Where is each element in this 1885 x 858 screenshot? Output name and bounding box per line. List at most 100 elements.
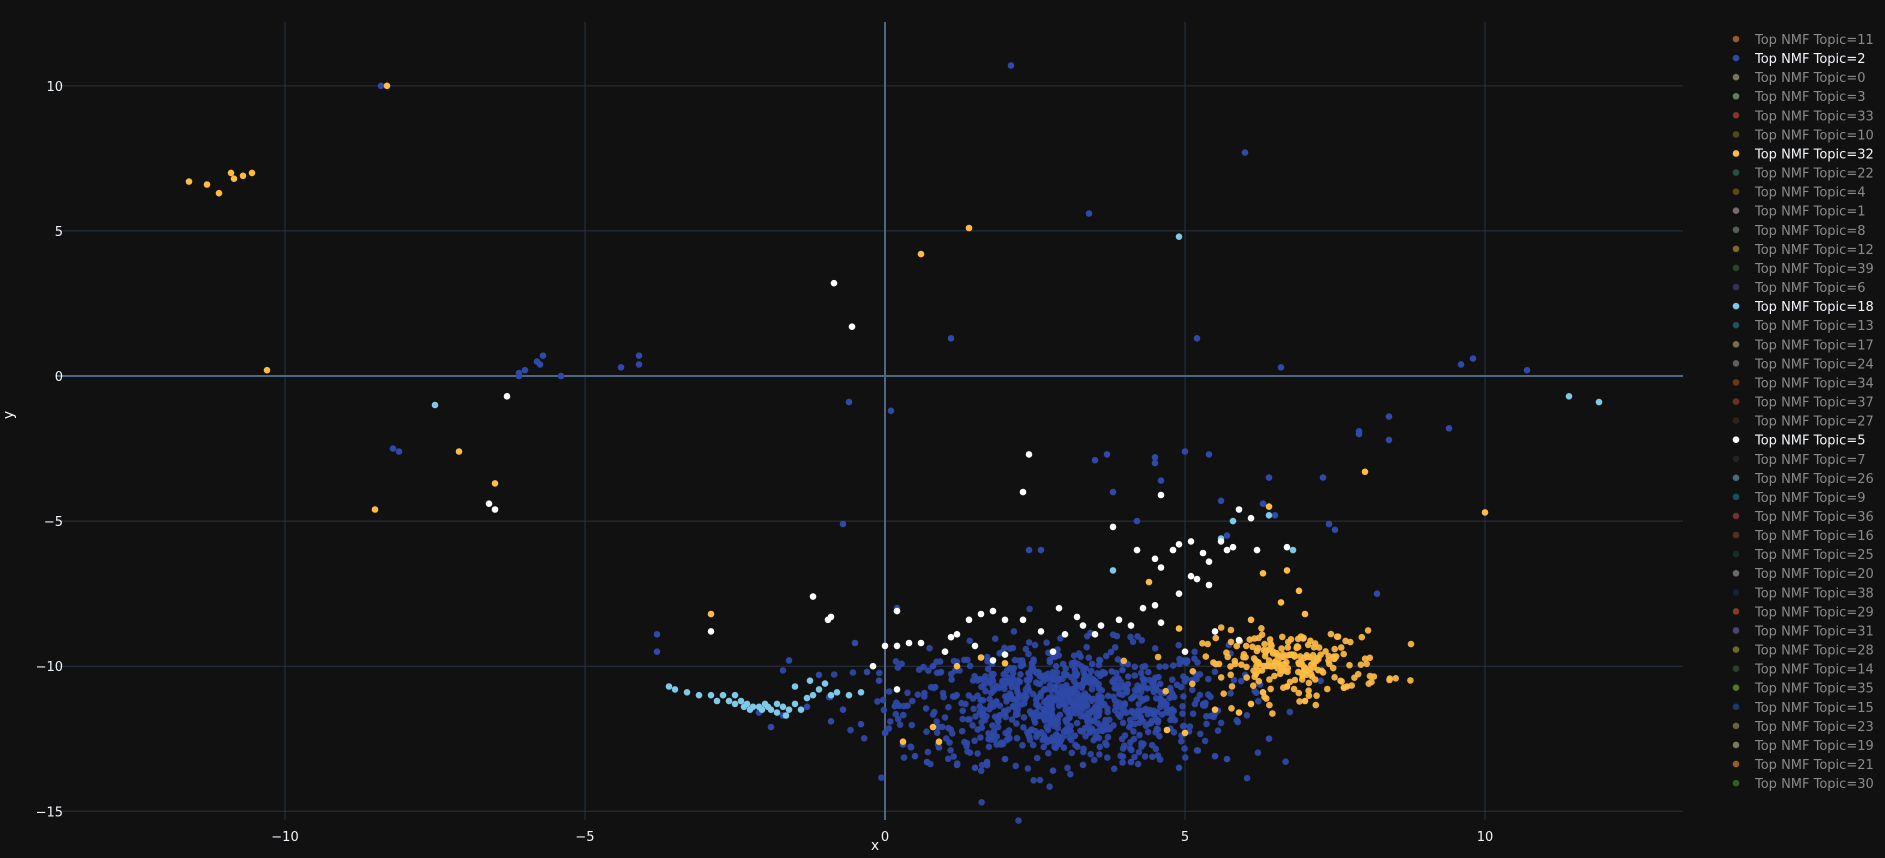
data-point[interactable] [953, 662, 961, 670]
data-point[interactable] [1130, 728, 1137, 735]
data-point[interactable] [215, 189, 223, 197]
data-point[interactable] [1043, 639, 1050, 646]
data-point[interactable] [953, 631, 961, 638]
data-point[interactable] [1233, 642, 1240, 650]
data-point[interactable] [958, 727, 966, 735]
data-point[interactable] [1088, 685, 1096, 693]
data-point[interactable] [1116, 684, 1124, 692]
data-point[interactable] [1343, 683, 1351, 690]
data-point[interactable] [1301, 610, 1309, 618]
data-point[interactable] [1258, 667, 1266, 674]
data-point[interactable] [1091, 756, 1098, 764]
data-point[interactable] [958, 699, 965, 707]
data-point[interactable] [1325, 657, 1332, 664]
data-point[interactable] [1047, 717, 1054, 725]
data-point[interactable] [1355, 430, 1363, 438]
data-point[interactable] [830, 279, 838, 287]
data-point[interactable] [1193, 575, 1201, 583]
data-point[interactable] [860, 735, 868, 742]
data-point[interactable] [635, 352, 643, 360]
data-point[interactable] [1145, 578, 1153, 586]
data-point[interactable] [1026, 605, 1033, 613]
data-point[interactable] [1063, 717, 1070, 725]
data-point[interactable] [1077, 653, 1084, 660]
data-point[interactable] [1277, 364, 1285, 371]
data-point[interactable] [1025, 546, 1033, 554]
data-point[interactable] [1133, 546, 1141, 554]
data-point[interactable] [1017, 671, 1024, 678]
data-point[interactable] [1246, 636, 1254, 643]
data-point[interactable] [1243, 663, 1250, 671]
data-point[interactable] [1305, 679, 1313, 687]
data-point[interactable] [1317, 677, 1324, 685]
data-point[interactable] [1081, 671, 1088, 678]
data-point[interactable] [431, 401, 439, 409]
data-point[interactable] [653, 648, 661, 655]
data-point[interactable] [1024, 683, 1032, 690]
data-point[interactable] [908, 721, 916, 729]
data-point[interactable] [869, 662, 877, 670]
data-point[interactable] [939, 723, 946, 731]
data-point[interactable] [1063, 681, 1070, 689]
legend-item[interactable]: Top NMF Topic=22 [1732, 167, 1874, 182]
data-point[interactable] [959, 707, 966, 715]
data-point[interactable] [960, 656, 968, 664]
data-point[interactable] [1265, 735, 1273, 742]
data-point[interactable] [1146, 676, 1153, 684]
data-point[interactable] [1001, 651, 1009, 658]
data-point[interactable] [1048, 693, 1056, 700]
data-point[interactable] [1098, 694, 1106, 701]
data-point[interactable] [857, 689, 865, 696]
data-point[interactable] [893, 686, 901, 693]
data-point[interactable] [1131, 663, 1139, 671]
data-point[interactable] [1151, 459, 1159, 467]
data-point[interactable] [1277, 599, 1285, 606]
data-point[interactable] [1283, 683, 1291, 690]
data-point[interactable] [797, 706, 805, 713]
data-point[interactable] [1199, 549, 1207, 557]
data-point[interactable] [845, 691, 853, 699]
legend-item[interactable]: Top NMF Topic=17 [1732, 338, 1874, 353]
data-point[interactable] [1155, 673, 1162, 681]
data-point[interactable] [1199, 640, 1206, 647]
data-point[interactable] [1229, 543, 1237, 551]
data-point[interactable] [1261, 652, 1269, 660]
data-point[interactable] [203, 181, 211, 188]
data-point[interactable] [894, 715, 902, 723]
data-point[interactable] [857, 720, 865, 728]
data-point[interactable] [248, 169, 256, 177]
data-point[interactable] [1169, 676, 1176, 683]
data-point[interactable] [1029, 710, 1037, 717]
data-point[interactable] [1237, 677, 1245, 685]
data-point[interactable] [1119, 759, 1126, 766]
data-point[interactable] [1186, 723, 1194, 730]
data-point[interactable] [839, 706, 847, 713]
data-point[interactable] [1295, 689, 1303, 697]
data-point[interactable] [815, 671, 823, 679]
data-point[interactable] [980, 681, 988, 689]
data-point[interactable] [1255, 697, 1262, 705]
data-point[interactable] [1357, 661, 1365, 668]
data-point[interactable] [876, 669, 883, 677]
data-point[interactable] [1142, 706, 1150, 714]
legend-item[interactable]: Top NMF Topic=33 [1732, 109, 1874, 124]
data-point[interactable] [977, 610, 985, 618]
data-point[interactable] [1149, 753, 1156, 761]
data-point[interactable] [1168, 706, 1176, 713]
legend-item[interactable]: Top NMF Topic=15 [1732, 701, 1874, 716]
data-point[interactable] [1227, 663, 1234, 670]
data-point[interactable] [1193, 747, 1201, 754]
data-point[interactable] [1046, 658, 1054, 666]
data-point[interactable] [1179, 703, 1186, 710]
data-point[interactable] [966, 637, 973, 645]
data-point[interactable] [1358, 633, 1366, 641]
data-point[interactable] [1110, 722, 1117, 729]
data-point[interactable] [863, 668, 871, 676]
data-point[interactable] [1157, 680, 1164, 688]
data-point[interactable] [1020, 724, 1027, 731]
data-point[interactable] [1135, 748, 1143, 756]
data-point[interactable] [1049, 767, 1057, 774]
data-point[interactable] [1193, 696, 1201, 703]
data-point[interactable] [1294, 635, 1302, 643]
data-point[interactable] [995, 684, 1003, 692]
